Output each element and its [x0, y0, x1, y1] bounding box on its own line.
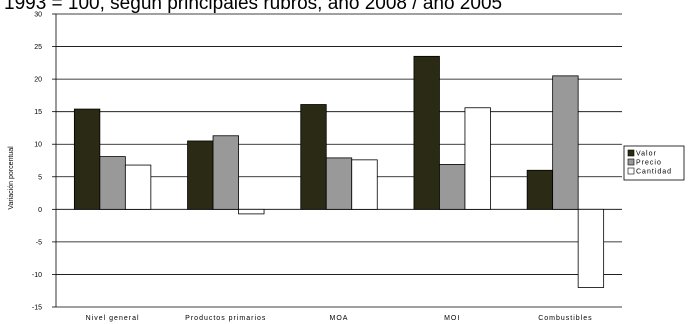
legend-swatch — [627, 149, 635, 157]
y-tick-label: -10 — [32, 272, 42, 279]
bars — [73, 55, 605, 288]
bar-cantidad — [351, 159, 378, 210]
bar-valor — [413, 55, 440, 210]
legend-label: Cantidad — [636, 169, 672, 176]
y-tick-label: 10 — [34, 142, 42, 149]
bar-cantidad — [238, 208, 265, 215]
bar-valor — [187, 140, 214, 210]
gridlines — [56, 13, 622, 275]
legend-label: Precio — [636, 160, 662, 167]
bar-precio — [99, 156, 126, 210]
bar-valor — [526, 169, 554, 210]
y-tick-label: 15 — [34, 109, 42, 116]
bar-precio — [325, 157, 353, 210]
bar-precio — [552, 75, 579, 210]
chart-title: 1993 = 100, según principales rubros, añ… — [4, 0, 502, 14]
category-label: MOA — [330, 315, 349, 322]
axes — [55, 14, 622, 308]
y-tick-label: -5 — [36, 239, 42, 246]
category-label: Nivel general — [86, 315, 140, 322]
category-label: MOI — [444, 315, 460, 322]
y-tick-label: 0 — [38, 207, 42, 214]
bar-valor — [73, 108, 101, 210]
legend: Valor Precio Cantidad — [623, 145, 685, 181]
y-axis-label: Variación porcentual — [8, 146, 15, 210]
bar-cantidad — [124, 164, 152, 210]
y-tick-label: 5 — [38, 174, 42, 181]
bar-precio — [212, 135, 239, 210]
bar-cantidad — [464, 107, 491, 210]
bar-precio — [439, 164, 466, 210]
y-tick-label: -15 — [32, 305, 42, 312]
y-tick-label: 20 — [34, 77, 42, 84]
category-label: Productos primarios — [185, 315, 266, 322]
y-tick-label: 30 — [34, 12, 42, 19]
y-tick-label: 25 — [34, 44, 42, 51]
bar-cantidad — [577, 208, 605, 288]
bar-valor — [300, 104, 327, 210]
legend-swatch — [627, 167, 635, 175]
legend-swatch — [627, 158, 635, 166]
y-tick-labels: 30 25 20 15 10 5 0 -5 -10 -15 — [32, 12, 56, 312]
category-labels: Nivel general Productos primarios MOA MOI Co… — [86, 315, 592, 322]
legend-label: Valor — [636, 151, 657, 158]
category-label: Combustibles — [538, 315, 592, 322]
